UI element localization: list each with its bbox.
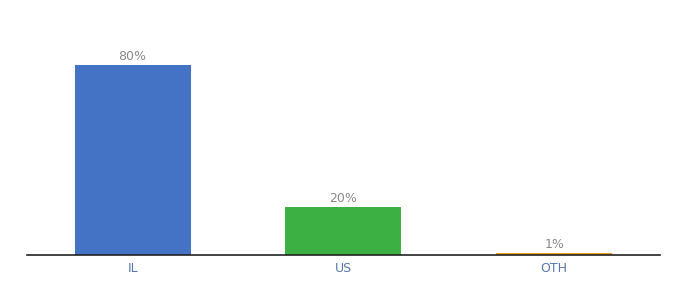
Text: 80%: 80% [118, 50, 147, 63]
Bar [496, 253, 612, 255]
Bar [286, 207, 401, 255]
Bar [75, 64, 190, 255]
Text: 1%: 1% [544, 238, 564, 251]
Text: 20%: 20% [330, 193, 357, 206]
